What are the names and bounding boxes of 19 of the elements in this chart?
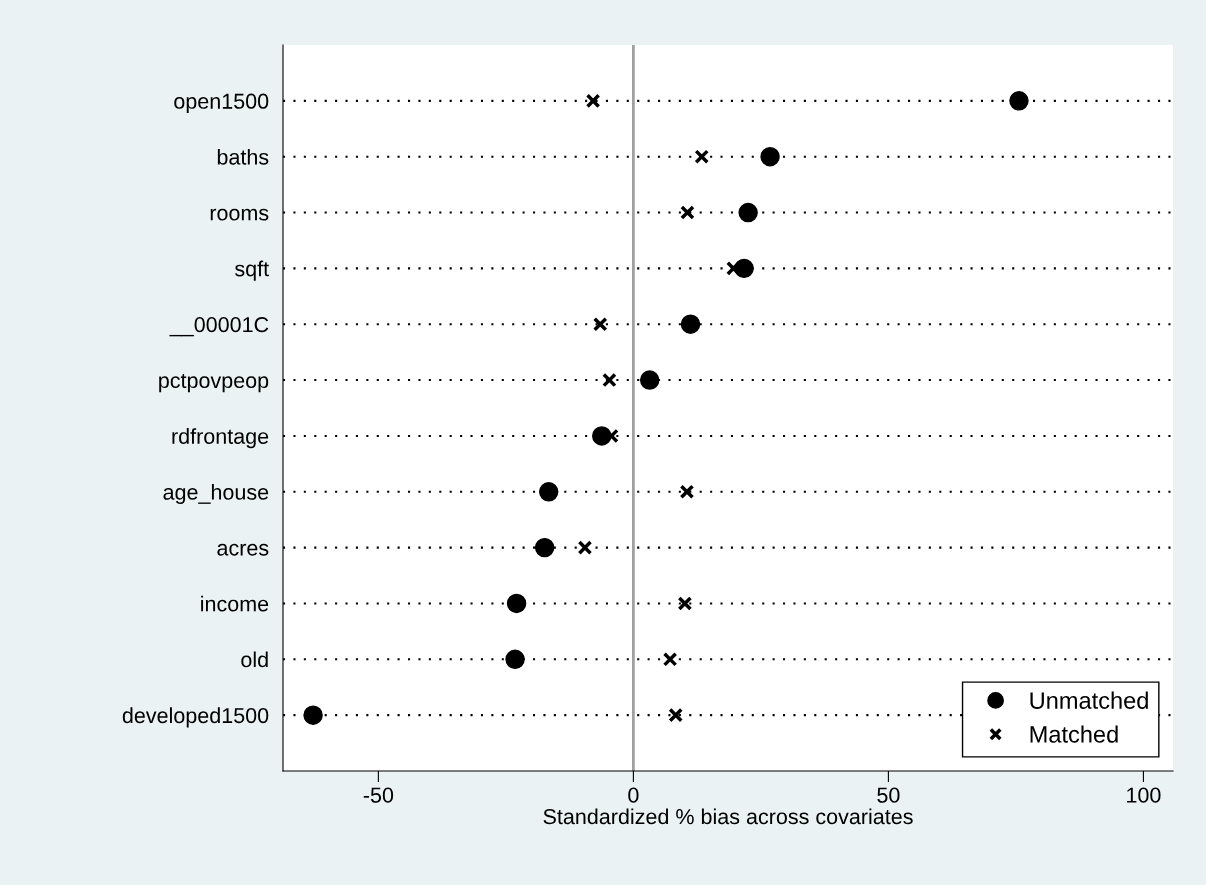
x-tick-label: 100 — [1127, 787, 1161, 803]
x-tick-label: 0 — [628, 787, 639, 803]
y-tick-label: income — [201, 595, 269, 612]
legend-label: Matched — [1030, 725, 1118, 743]
x-axis-title: Standardized % bias across covariates — [543, 808, 913, 825]
y-tick-label: __00001C — [169, 317, 269, 337]
y-tick-label: rooms — [210, 208, 269, 221]
x-tick-label: -50 — [363, 787, 394, 803]
y-tick-label: pctpovpeop — [159, 373, 269, 393]
y-tick-label: old — [241, 651, 268, 668]
y-tick-label: developed1500 — [122, 707, 269, 728]
y-tick-label: baths — [217, 148, 269, 165]
y-tick-label: rdfrontage — [172, 428, 269, 449]
y-tick-label: age_house — [163, 483, 269, 505]
x-tick-label: 50 — [877, 787, 900, 803]
y-tick-label: sqft — [235, 260, 269, 281]
y-tick-label: open1500 — [174, 93, 269, 114]
y-tick-label: acres — [217, 543, 269, 556]
legend-label: Unmatched — [1030, 691, 1148, 709]
